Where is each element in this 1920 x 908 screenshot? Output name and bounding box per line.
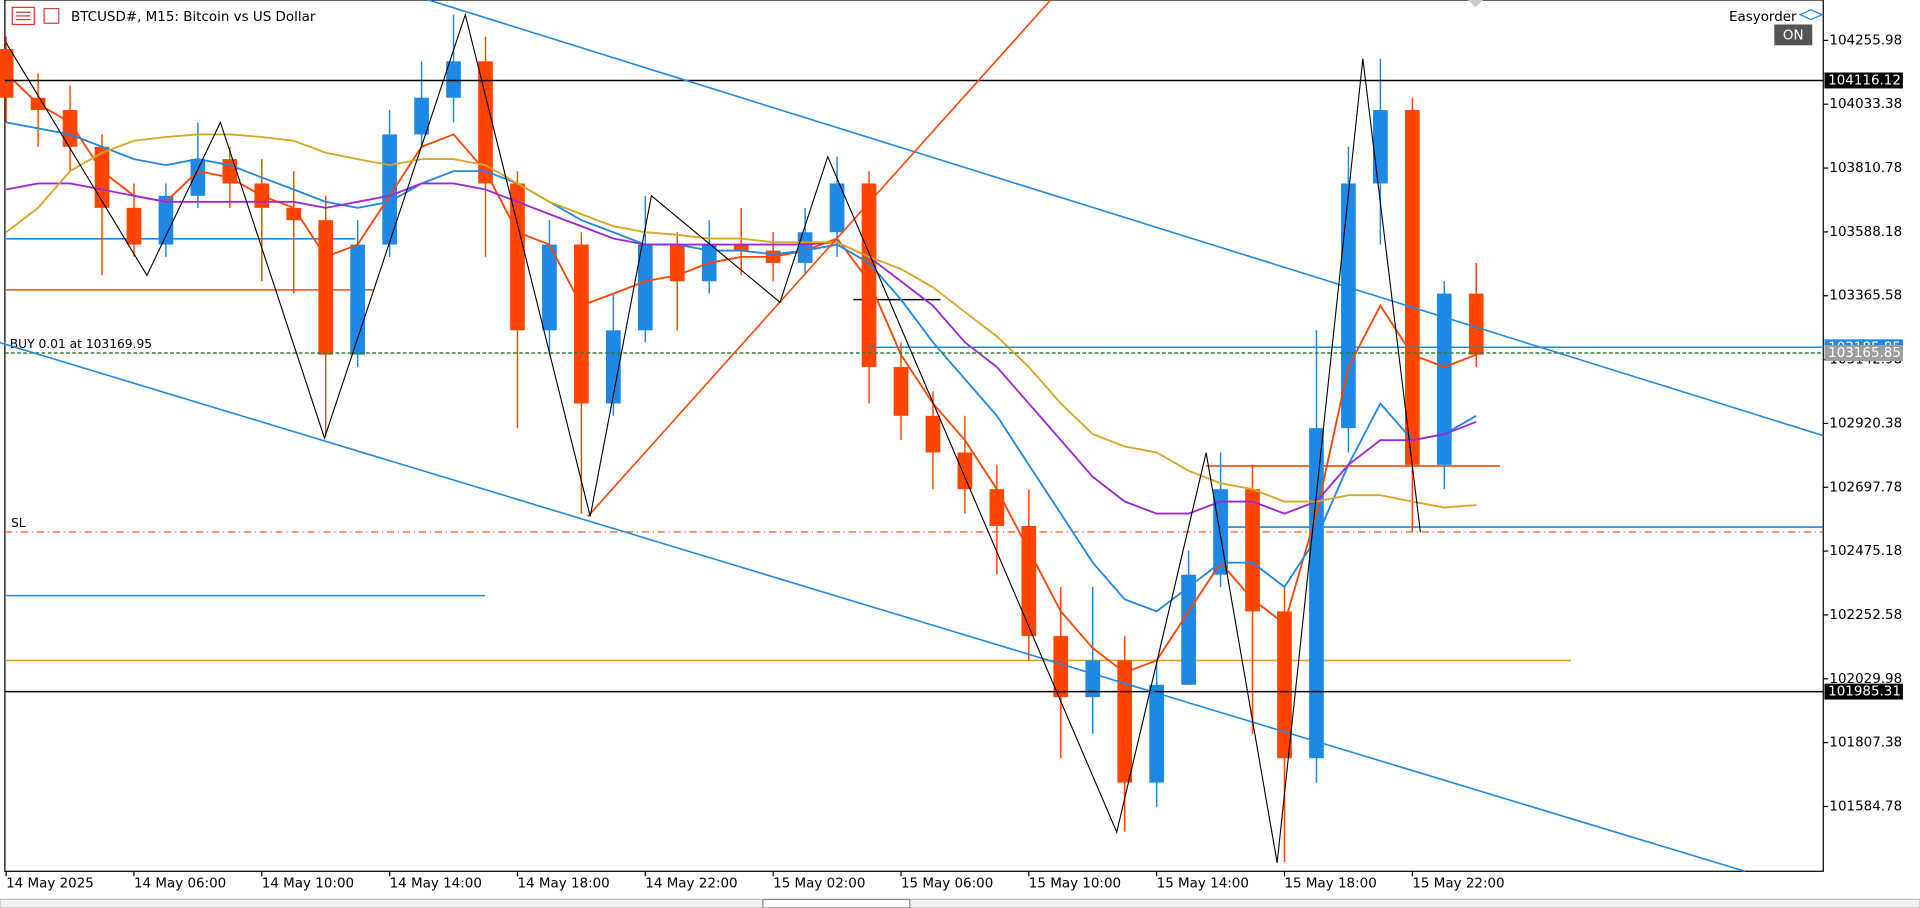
candle-body xyxy=(190,159,206,196)
candle-body xyxy=(669,244,685,282)
candle-body xyxy=(989,489,1005,526)
y-tick-label: 102475.18 xyxy=(1829,544,1902,559)
candle-body xyxy=(94,146,110,208)
marks: 104255.98 104033.38 103810.78 103588.18 1033… xyxy=(0,14,1903,892)
candle-body xyxy=(1085,660,1101,698)
channel-lower xyxy=(0,341,1746,873)
active-tab[interactable] xyxy=(762,898,911,908)
x-tick-label: 14 May 10:00 xyxy=(262,877,354,892)
price-tag-label: 104116.12 xyxy=(1828,73,1901,88)
x-tick-label: 15 May 02:00 xyxy=(773,877,865,892)
candle-body xyxy=(861,183,877,368)
candle-body xyxy=(1213,489,1228,575)
candle-body xyxy=(478,61,493,184)
price-tag xyxy=(1824,345,1903,361)
x-tick-label: 14 May 2025 xyxy=(6,877,94,892)
on-button[interactable] xyxy=(1774,24,1813,46)
y-tick-label: 104255.98 xyxy=(1829,33,1902,48)
candle-body xyxy=(606,330,621,404)
x-tick-label: 15 May 10:00 xyxy=(1029,877,1121,892)
candle-body xyxy=(1373,110,1388,184)
candle-body xyxy=(1053,636,1069,698)
x-tick-label: 14 May 22:00 xyxy=(645,877,737,892)
y-tick-label: 102697.78 xyxy=(1829,480,1902,495)
candle-body xyxy=(542,244,557,331)
candle-body xyxy=(1149,684,1164,783)
candle-body xyxy=(1341,183,1356,429)
moving-average xyxy=(5,182,1477,515)
y-tick-label: 103810.78 xyxy=(1829,161,1902,176)
candle-body xyxy=(1277,611,1292,759)
candle-body xyxy=(893,367,909,416)
price-tag-label: 103165.85 xyxy=(1828,346,1901,361)
candle-body xyxy=(286,207,302,221)
x-tick-label: 15 May 06:00 xyxy=(901,877,993,892)
candle-body xyxy=(510,183,525,331)
price-tag xyxy=(1824,683,1903,700)
x-tick-label: 14 May 18:00 xyxy=(517,877,609,892)
candle-body xyxy=(829,183,845,233)
y-tick-label: 102029.98 xyxy=(1829,672,1902,687)
candle-body xyxy=(158,195,174,245)
candle-body xyxy=(1021,525,1037,637)
x-tick-label: 15 May 22:00 xyxy=(1412,877,1504,892)
y-tick-label: 103365.58 xyxy=(1829,289,1902,304)
buy-label: BUY 0.01 at 103169.95 xyxy=(10,337,152,351)
candle-body xyxy=(1309,428,1324,759)
moving-average xyxy=(5,133,1477,509)
y-tick-label: 104033.38 xyxy=(1829,97,1902,112)
candle-body xyxy=(957,452,973,490)
symbol-icon xyxy=(43,7,60,24)
x-tick-label: 14 May 14:00 xyxy=(390,877,482,892)
y-tick-label: 102252.58 xyxy=(1829,608,1902,623)
y-tick-label: 101584.78 xyxy=(1829,799,1902,814)
marker xyxy=(1468,0,1483,8)
candle-body xyxy=(637,244,653,331)
moving-average xyxy=(5,72,1477,674)
candle-body xyxy=(925,415,941,453)
candle-body xyxy=(446,61,461,98)
candle-body xyxy=(733,244,749,251)
candle-body xyxy=(1245,489,1260,612)
x-tick-label: 15 May 14:00 xyxy=(1157,877,1249,892)
x-tick-label: 15 May 18:00 xyxy=(1284,877,1376,892)
candle-body xyxy=(1436,293,1452,465)
candle-body xyxy=(1468,293,1484,355)
candle-body xyxy=(318,220,334,355)
chart-title: BTCUSD#, M15: Bitcoin vs US Dollar xyxy=(71,10,316,25)
trend-line xyxy=(587,0,1052,517)
panel-label: Easyorder xyxy=(1729,10,1797,25)
panel-icon xyxy=(1798,9,1824,21)
price-tag-label: 101985.31 xyxy=(1828,685,1901,700)
candle-body xyxy=(1404,110,1420,465)
sl-label: SL xyxy=(11,516,26,530)
x-tick-label: 14 May 06:00 xyxy=(134,877,226,892)
moving-average xyxy=(5,121,1477,613)
candle-body xyxy=(414,97,429,135)
channel-upper xyxy=(428,0,1824,437)
candle-body xyxy=(62,110,78,147)
y-tick-label: 103588.18 xyxy=(1829,225,1902,240)
on-button-label[interactable]: ON xyxy=(1783,28,1804,43)
candle-body xyxy=(1117,660,1133,783)
candle-body xyxy=(797,232,813,263)
y-tick-label: 102920.38 xyxy=(1829,416,1902,431)
zigzag xyxy=(5,12,1421,863)
candle-body xyxy=(574,244,589,404)
y-tick-label: 101807.38 xyxy=(1829,736,1902,751)
tab-bar xyxy=(0,898,1920,908)
candle-body xyxy=(382,134,397,245)
price-tag xyxy=(1824,72,1903,89)
candle-body xyxy=(1181,574,1196,685)
candle-body xyxy=(126,207,142,245)
